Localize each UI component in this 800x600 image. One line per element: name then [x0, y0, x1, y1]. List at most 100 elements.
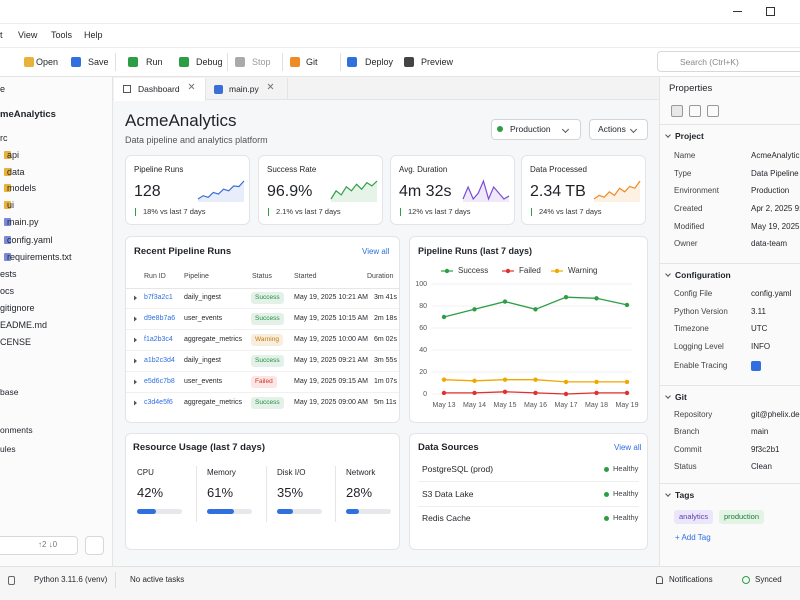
sidebar-section[interactable]: ules — [0, 444, 16, 454]
sync-status[interactable]: Synced — [755, 575, 782, 584]
metric-divider — [266, 466, 267, 522]
toolbar-button[interactable]: Git — [306, 57, 318, 67]
source-name: PostgreSQL (prod) — [422, 464, 494, 474]
health-dot — [604, 492, 609, 497]
file-tree-item[interactable]: rc — [0, 133, 8, 143]
run-id[interactable]: e5d6c7b8 — [144, 378, 175, 385]
menu-item[interactable]: Help — [84, 30, 103, 40]
toolbar-button[interactable]: Deploy — [365, 57, 394, 67]
notifications[interactable]: Notifications — [669, 575, 713, 584]
card — [409, 433, 648, 550]
toolbar-icon — [71, 57, 81, 67]
property-value: Data Pipeline — [751, 169, 799, 178]
menu-item[interactable]: Tools — [51, 30, 73, 40]
kpi-change: 24% vs last 7 days — [539, 207, 602, 216]
toolbar-button[interactable]: Save — [88, 57, 109, 67]
tag-chip[interactable]: production — [719, 510, 765, 524]
panel-tab-icon[interactable] — [689, 105, 701, 117]
toolbar-icon — [235, 57, 245, 67]
file-tree-item[interactable]: ui — [7, 200, 15, 210]
metric-name: CPU — [137, 468, 154, 477]
metric-name: Network — [346, 468, 376, 477]
section-divider — [660, 385, 800, 386]
sidebar-section[interactable]: base — [0, 387, 19, 397]
panel-tab-icon[interactable] — [707, 105, 719, 117]
file-icon — [4, 184, 11, 192]
python-env[interactable]: Python 3.11.6 (venv) — [34, 575, 108, 584]
status-divider — [115, 572, 116, 588]
kpi-label: Success Rate — [267, 165, 317, 174]
file-tree-item[interactable]: main.py — [7, 217, 39, 227]
metric-name: Disk I/O — [277, 468, 306, 477]
file-tree-item[interactable]: config.yaml — [7, 235, 53, 245]
file-tree-item[interactable]: models — [7, 183, 37, 193]
run-id[interactable]: c3d4e5f6 — [144, 399, 173, 406]
view-all-link[interactable]: View all — [614, 443, 642, 452]
section-title: Project — [675, 131, 704, 141]
checkbox-checked[interactable] — [751, 361, 761, 371]
menu-item[interactable]: t — [0, 30, 3, 40]
toolbar-icon — [404, 57, 414, 67]
file-icon — [4, 236, 11, 244]
file-icon — [4, 253, 11, 261]
toolbar-button[interactable]: Debug — [196, 57, 223, 67]
property-label: Owner — [674, 239, 698, 248]
run-id[interactable]: b7f3a2c1 — [144, 294, 173, 301]
run-started: May 19, 2025 09:15 AM — [294, 378, 368, 385]
kpi-change: 2.1% vs last 7 days — [276, 207, 341, 216]
card-title: Data Sources — [418, 442, 479, 453]
health-dot — [604, 467, 609, 472]
row-divider — [126, 350, 399, 351]
run-duration: 3m 55s — [374, 357, 397, 364]
run-id[interactable]: d9e8b7a6 — [144, 315, 176, 322]
search-placeholder: Search (Ctrl+K) — [680, 57, 739, 67]
tab-active[interactable] — [114, 78, 206, 101]
file-tree-item[interactable]: ocs — [0, 286, 15, 296]
progress-fill — [207, 509, 235, 514]
run-id[interactable]: f1a2b3c4 — [144, 336, 173, 343]
run-id[interactable]: a1b2c3d4 — [144, 357, 175, 364]
kpi-change-icon — [531, 208, 532, 216]
toolbar-button[interactable]: Stop — [252, 57, 271, 67]
toolbar-button[interactable]: Run — [146, 57, 163, 67]
tab[interactable] — [206, 78, 288, 100]
file-tree-item[interactable]: requirements.txt — [7, 252, 72, 262]
tag-chip[interactable]: analytics — [674, 510, 714, 524]
file-tree-item[interactable]: EADME.md — [0, 320, 48, 330]
kpi-value: 4m 32s — [399, 183, 452, 200]
toolbar-button[interactable]: Preview — [421, 57, 454, 67]
toolbar-button[interactable]: Open — [36, 57, 59, 67]
section-divider — [660, 263, 800, 264]
table-divider — [126, 288, 399, 289]
row-divider — [418, 481, 639, 482]
environment-dropdown[interactable] — [491, 119, 581, 140]
environment-label: Production — [510, 124, 551, 134]
file-icon — [4, 168, 11, 176]
property-value: data-team — [751, 239, 788, 248]
view-all-link[interactable]: View all — [362, 247, 390, 256]
property-value: config.yaml — [751, 289, 792, 298]
project-name[interactable]: meAnalytics — [0, 109, 56, 120]
file-tree-item[interactable]: gitignore — [0, 303, 35, 313]
metric-value: 28% — [346, 485, 373, 500]
add-tag-link[interactable]: + Add Tag — [675, 533, 711, 542]
sidebar-section[interactable]: onments — [0, 425, 33, 435]
file-tree-item[interactable]: api — [7, 150, 20, 160]
section-divider — [660, 124, 800, 125]
status-badge: Failed — [251, 376, 277, 388]
file-tree-item[interactable]: ests — [0, 269, 17, 279]
search-box[interactable] — [657, 51, 800, 72]
window-minimize — [733, 11, 742, 12]
settings-button[interactable] — [85, 536, 104, 555]
property-value: 3.11 — [751, 307, 766, 316]
status-bar — [0, 566, 800, 600]
file-tree-item[interactable]: data — [7, 167, 25, 177]
panel-tab-icon[interactable] — [671, 105, 683, 117]
run-started: May 19, 2025 10:21 AM — [294, 294, 368, 301]
run-started: May 19, 2025 09:21 AM — [294, 357, 368, 364]
file-tree-item[interactable]: CENSE — [0, 337, 32, 347]
column-header: Pipeline — [184, 273, 209, 280]
menu-item[interactable]: View — [18, 30, 38, 40]
run-started: May 19, 2025 10:00 AM — [294, 336, 368, 343]
actions-dropdown[interactable] — [589, 119, 648, 140]
